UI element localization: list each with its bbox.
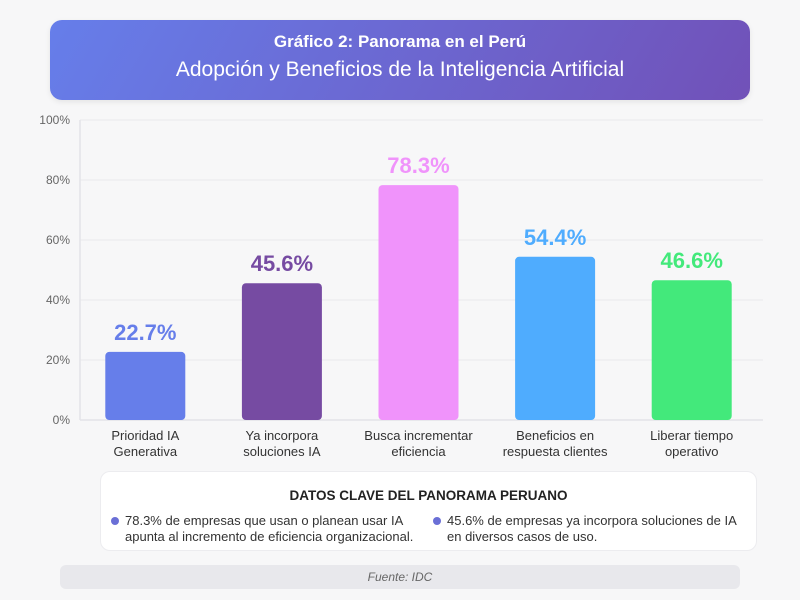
source-text: Fuente: IDC (367, 570, 433, 584)
bar-chart: 0% 20% 40% 60% 80% 100% 22.7% Prioridad IAGener… (39, 113, 763, 459)
key-fact-text: 45.6% de empresas ya incorpora solucione… (447, 513, 737, 544)
data-label: 54.4% (524, 225, 586, 250)
y-tick-label: 60% (46, 233, 70, 247)
x-tick-label: Liberar tiempo (650, 428, 733, 443)
key-facts-title: DATOS CLAVE DEL PANORAMA PERUANO (289, 488, 568, 503)
bar (105, 351, 186, 420)
data-label: 22.7% (114, 320, 176, 345)
y-tick-label: 0% (53, 413, 71, 427)
x-tick-label: Prioridad IA (111, 428, 179, 443)
chart-subtitle: Adopción y Beneficios de la Inteligencia… (175, 58, 625, 81)
y-tick-label: 100% (39, 113, 70, 127)
x-tick-label: respuesta clientes (503, 444, 608, 459)
data-label: 78.3% (387, 153, 449, 178)
key-fact-item: 45.6% de empresas ya incorpora solucione… (431, 513, 737, 545)
bar (378, 185, 459, 420)
x-tick-label: eficiencia (391, 444, 446, 459)
data-label: 45.6% (251, 251, 313, 276)
x-tick-label: Beneficios en (516, 428, 594, 443)
y-tick-label: 20% (46, 353, 70, 367)
chart-title: Gráfico 2: Panorama en el Perú (273, 32, 527, 51)
x-tick-label: soluciones IA (243, 444, 321, 459)
x-tick-label: Generativa (114, 444, 178, 459)
x-tick-label: Ya incorpora (246, 428, 320, 443)
y-tick-label: 80% (46, 173, 70, 187)
x-tick-label: Busca incrementar (364, 428, 473, 443)
data-label: 46.6% (661, 248, 723, 273)
key-fact-item: 78.3% de empresas que usan o planean usa… (109, 513, 425, 545)
y-tick-label: 40% (46, 293, 70, 307)
bar (651, 280, 732, 420)
bullet-icon (111, 517, 119, 525)
chart-header: Gráfico 2: Panorama en el Perú Adopción … (50, 20, 750, 100)
bullet-icon (433, 517, 441, 525)
x-tick-label: operativo (665, 444, 718, 459)
bar (241, 283, 322, 420)
key-fact-text: 78.3% de empresas que usan o planean usa… (125, 513, 414, 544)
source-footer: Fuente: IDC (60, 565, 740, 589)
bar (515, 256, 596, 420)
key-facts-panel: DATOS CLAVE DEL PANORAMA PERUANO 78.3% d… (100, 471, 757, 551)
